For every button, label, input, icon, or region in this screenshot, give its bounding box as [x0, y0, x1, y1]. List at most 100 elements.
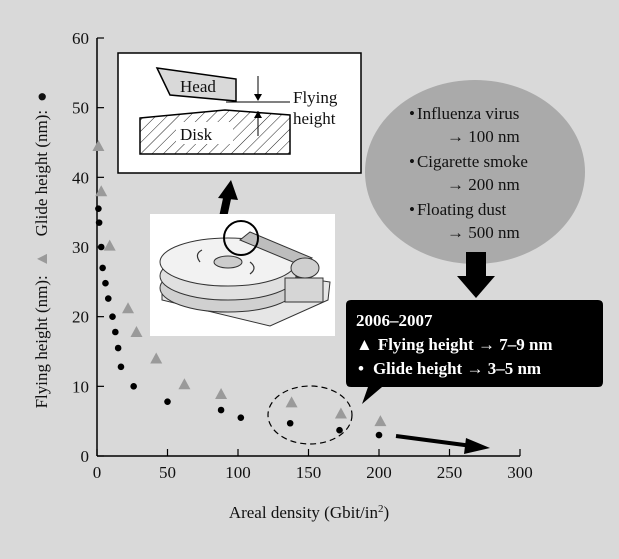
- callout-flying-text: Flying height → 7–9 nm: [378, 335, 553, 354]
- y-tick-label-0: 0: [81, 447, 90, 466]
- y-tick-label-1: 10: [72, 377, 89, 396]
- glide-height-point-5: [104, 295, 112, 302]
- y-axis-label-flying: Flying height (nm):: [32, 275, 51, 408]
- callout-year: 2006–2007: [356, 311, 433, 330]
- flying-height-point-4: [130, 325, 143, 337]
- disk-label-backdrop: [176, 122, 233, 144]
- y-axis-triangle-symbol: ▲: [32, 250, 51, 267]
- x-tick-label-4: 200: [366, 463, 392, 482]
- bubble-item-0-size: → 100 nm: [447, 127, 520, 146]
- head-disk-inset: Head Disk Flying height: [117, 52, 362, 174]
- rotation-arrow-left: [196, 249, 203, 263]
- glide-height-point-2: [97, 243, 105, 251]
- glide-height-point-6: [109, 313, 116, 320]
- trend-arrow: [395, 434, 490, 454]
- spindle: [213, 255, 243, 269]
- bubble-item-1-bullet: •: [409, 152, 415, 171]
- bubble-item-0-bullet: •: [409, 104, 415, 123]
- glide-height-point-11: [164, 398, 171, 405]
- glide-height-point-4: [102, 279, 109, 287]
- flying-height-point-6: [178, 378, 191, 390]
- glide-height-point-7: [112, 328, 119, 336]
- flying-height-point-7: [215, 387, 228, 399]
- bubble-items: • Influenza virus→ 100 nm• Cigarette smoke…: [409, 104, 528, 242]
- y-axis-circle-symbol: ●: [32, 92, 51, 102]
- glide-height-point-8: [114, 344, 122, 352]
- glide-height-point-1: [95, 219, 103, 226]
- x-tick-label-1: 50: [159, 463, 176, 482]
- x-axis-label-sup: 2: [378, 503, 384, 515]
- bubble-item-2-bullet: •: [409, 200, 415, 219]
- bubble-item-2-name-text: Floating dust: [417, 200, 507, 219]
- actuator-pivot: [290, 257, 320, 279]
- glide-height-point-13: [237, 414, 245, 421]
- bubble-down-arrow: [457, 252, 495, 298]
- bubble-item-2-size: → 500 nm: [447, 223, 520, 242]
- flying-height-point-5: [150, 352, 163, 364]
- x-axis-label: Areal density (Gbit/in2): [229, 503, 389, 522]
- bubble-item-1-size: → 200 nm: [447, 175, 520, 194]
- bubble-item-0-name-text: Influenza virus: [417, 104, 519, 123]
- glide-height-point-16: [375, 431, 383, 439]
- bubble-shape: [365, 80, 585, 264]
- actuator-magnet: [284, 277, 324, 303]
- glide-height-point-10: [130, 383, 137, 390]
- flying-height-label-1: Flying: [293, 88, 338, 107]
- callout-flying-row: ▲ Flying height → 7–9 nm: [356, 335, 553, 354]
- bubble-item-0-name: • Influenza virus: [409, 104, 519, 123]
- glide-height-point-3: [99, 264, 106, 272]
- head-highlight-circle: [223, 220, 259, 256]
- callout-shape: [346, 300, 603, 404]
- y-tick-label-4: 40: [72, 168, 89, 187]
- glide-height-point-14: [286, 419, 294, 427]
- x-axis-label-main: Areal density (Gbit/in: [229, 503, 379, 522]
- flying-height-point-3: [122, 302, 135, 314]
- y-tick-label-5: 50: [72, 99, 89, 118]
- trend-callout: 2006–2007 ▲ Flying height → 7–9 nm • Glide…: [346, 300, 603, 404]
- flying-height-point-2: [103, 239, 116, 251]
- data-markers: [92, 139, 387, 439]
- highlight-dashed-ellipse: [267, 385, 353, 445]
- x-ticks: 0 50 100 150 200 250 300: [93, 449, 533, 482]
- flying-height-point-9: [334, 407, 347, 419]
- y-axis-label-text: Flying height (nm): ▲ Glide height (nm): ●: [32, 92, 51, 409]
- glide-height-point-0: [95, 205, 102, 212]
- rotation-arrow-right: [249, 261, 255, 275]
- axes: 0 10 20 30 40 50 60 0 50 100 150 200 250 300: [72, 29, 533, 482]
- y-axis-label: Flying height (nm): ▲ Glide height (nm): ●: [32, 92, 51, 409]
- flying-height-arrowhead-up: [254, 111, 262, 118]
- bubble-item-2-name: • Floating dust: [409, 200, 506, 219]
- particle-size-bubble: • Influenza virus→ 100 nm• Cigarette smoke…: [365, 80, 585, 264]
- callout-circle-symbol: •: [358, 359, 364, 378]
- head-label: Head: [180, 77, 216, 96]
- y-tick-label-6: 60: [72, 29, 89, 48]
- y-ticks: 0 10 20 30 40 50 60: [72, 29, 104, 466]
- glide-height-point-12: [217, 406, 225, 414]
- x-tick-label-0: 0: [93, 463, 102, 482]
- head-shape: [155, 67, 237, 102]
- x-tick-label-6: 300: [507, 463, 533, 482]
- x-tick-label-3: 150: [296, 463, 322, 482]
- flying-height-point-0: [92, 139, 105, 151]
- y-tick-label-3: 30: [72, 238, 89, 257]
- glide-height-point-9: [117, 363, 125, 371]
- flying-height-point-1: [95, 185, 108, 197]
- y-axis-label-glide: Glide height (nm):: [32, 110, 51, 237]
- disk-label: Disk: [180, 125, 213, 144]
- flying-height-point-8: [285, 396, 298, 408]
- bubble-item-1-name: • Cigarette smoke: [409, 152, 528, 171]
- flying-height-arrowhead-down: [254, 94, 262, 101]
- bubble-item-1-name-text: Cigarette smoke: [417, 152, 528, 171]
- callout-glide-text: Glide height → 3–5 nm: [373, 359, 541, 378]
- callout-triangle-symbol: ▲: [356, 335, 373, 354]
- flying-height-label-2: height: [293, 109, 336, 128]
- hard-disk-illustration: [150, 214, 335, 336]
- x-tick-label-5: 250: [437, 463, 463, 482]
- flying-height-point-10: [374, 415, 387, 427]
- x-axis-label-close: ): [384, 503, 390, 522]
- y-tick-label-2: 20: [72, 308, 89, 327]
- callout-glide-row: • Glide height → 3–5 nm: [358, 359, 541, 378]
- x-tick-label-2: 100: [225, 463, 251, 482]
